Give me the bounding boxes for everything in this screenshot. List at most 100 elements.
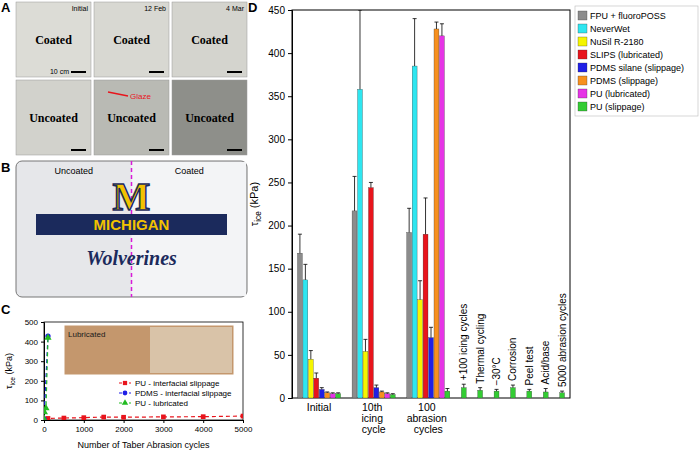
tick-mark bbox=[84, 420, 85, 423]
bar bbox=[385, 394, 390, 398]
bar bbox=[319, 389, 324, 398]
axis-line bbox=[41, 323, 45, 421]
bar bbox=[510, 388, 515, 398]
category-label: 10th icing cycle bbox=[361, 401, 386, 435]
bar bbox=[358, 89, 363, 398]
panel-a: ACoatedInitial10 cmCoated12 FebCoated4 M… bbox=[1, 0, 247, 155]
bar bbox=[297, 253, 302, 398]
legend-swatch bbox=[578, 76, 587, 85]
tick: 150 bbox=[268, 263, 292, 274]
bar bbox=[308, 359, 313, 398]
error-bar bbox=[309, 351, 313, 360]
legend: FPU + fluoroPOSSNeverWetNuSil R-2180SLIP… bbox=[575, 6, 698, 116]
legend-marker bbox=[123, 391, 128, 396]
tick-label: 350 bbox=[268, 91, 285, 102]
tick-mark bbox=[288, 10, 292, 11]
series-marker bbox=[45, 333, 50, 338]
tick: 100 bbox=[25, 396, 44, 405]
side-label: Uncoated bbox=[54, 166, 93, 176]
error-bar bbox=[445, 389, 449, 392]
error-bar bbox=[325, 391, 329, 393]
error-bar bbox=[434, 22, 438, 29]
photo-label: Uncoated bbox=[29, 111, 78, 125]
photo-label: Uncoated bbox=[185, 111, 234, 125]
photo-date: 4 Mar bbox=[226, 5, 245, 12]
tick-label: 400 bbox=[268, 48, 285, 59]
tick: 0 bbox=[42, 420, 47, 434]
y-axis-title: τice (kPa) bbox=[248, 182, 263, 226]
error-bar bbox=[314, 373, 318, 378]
axis-line bbox=[288, 11, 293, 399]
legend-frame bbox=[575, 6, 698, 116]
error-bar bbox=[560, 391, 564, 393]
bar bbox=[407, 232, 412, 398]
photo-label: Coated bbox=[113, 33, 150, 47]
error-bar bbox=[429, 327, 433, 337]
photo-label: Coated bbox=[191, 33, 228, 47]
tick: 200 bbox=[25, 377, 44, 386]
tick-mark bbox=[288, 269, 292, 270]
category-label: Acid/base bbox=[540, 340, 551, 384]
plate bbox=[16, 161, 247, 297]
bar bbox=[330, 394, 335, 398]
series-marker bbox=[121, 415, 126, 420]
bar bbox=[418, 300, 423, 398]
legend: PU - interfacial slippagePDMS - interfac… bbox=[119, 379, 232, 408]
bar bbox=[434, 29, 439, 398]
photo-tile bbox=[172, 2, 247, 77]
plot-marks bbox=[44, 333, 243, 420]
tick-mark bbox=[124, 420, 125, 423]
scale-label: 10 cm bbox=[50, 68, 69, 75]
plate-text: Wolverines bbox=[86, 247, 177, 269]
category-label: 100 abrasion cycles bbox=[407, 401, 450, 435]
tick-label: 100 bbox=[25, 396, 39, 405]
category-label: Initial bbox=[307, 401, 332, 413]
tick: 450 bbox=[268, 5, 292, 16]
scale-bar bbox=[227, 71, 242, 73]
photo-tile bbox=[16, 2, 91, 77]
legend-label: PDMS silane (slippage) bbox=[590, 63, 684, 73]
scale-bar bbox=[149, 149, 164, 151]
annotation: Glaze bbox=[130, 92, 151, 101]
tick: 200 bbox=[268, 220, 292, 231]
tick-label: 0 bbox=[42, 425, 47, 434]
error-bar bbox=[358, 10, 362, 89]
plot-marks bbox=[297, 10, 564, 398]
series-marker bbox=[44, 415, 48, 420]
tick: 350 bbox=[268, 91, 292, 102]
tick-mark bbox=[288, 139, 292, 140]
inset-photo bbox=[64, 325, 234, 375]
error-bar bbox=[511, 385, 515, 388]
panel-label: B bbox=[1, 160, 10, 175]
tick-label: 450 bbox=[268, 5, 285, 16]
legend-label: PU (slippage) bbox=[590, 102, 645, 112]
bar bbox=[363, 351, 368, 398]
scale-bar bbox=[71, 71, 86, 73]
legend-swatch bbox=[578, 102, 587, 111]
error-bar bbox=[418, 281, 422, 300]
tick: 2000 bbox=[115, 420, 133, 434]
legend-label: SLIPS (lubricated) bbox=[590, 50, 663, 60]
y-axis-title: τice (kPa) bbox=[4, 353, 16, 389]
bar bbox=[379, 392, 384, 398]
tick-mark bbox=[288, 355, 292, 356]
legend-label: PDMS (slippage) bbox=[590, 76, 658, 86]
error-bar bbox=[320, 388, 324, 390]
tick-mark bbox=[288, 96, 292, 97]
bar bbox=[478, 390, 483, 398]
panel-c: C0100020003000400050000100200300400500Nu… bbox=[1, 302, 253, 450]
series-marker bbox=[44, 404, 50, 410]
error-bar bbox=[544, 389, 548, 392]
plot-frame bbox=[44, 322, 243, 420]
error-bar bbox=[527, 389, 531, 391]
series-marker bbox=[201, 414, 206, 419]
tick-mark bbox=[288, 398, 292, 399]
tick-mark bbox=[41, 322, 44, 323]
photo-tile bbox=[16, 80, 91, 155]
tick: 0 bbox=[279, 393, 292, 404]
series-marker bbox=[161, 415, 166, 420]
panel-label: C bbox=[1, 302, 11, 317]
tick: 50 bbox=[274, 350, 292, 361]
tick-mark bbox=[203, 420, 204, 423]
error-bar bbox=[385, 392, 389, 394]
